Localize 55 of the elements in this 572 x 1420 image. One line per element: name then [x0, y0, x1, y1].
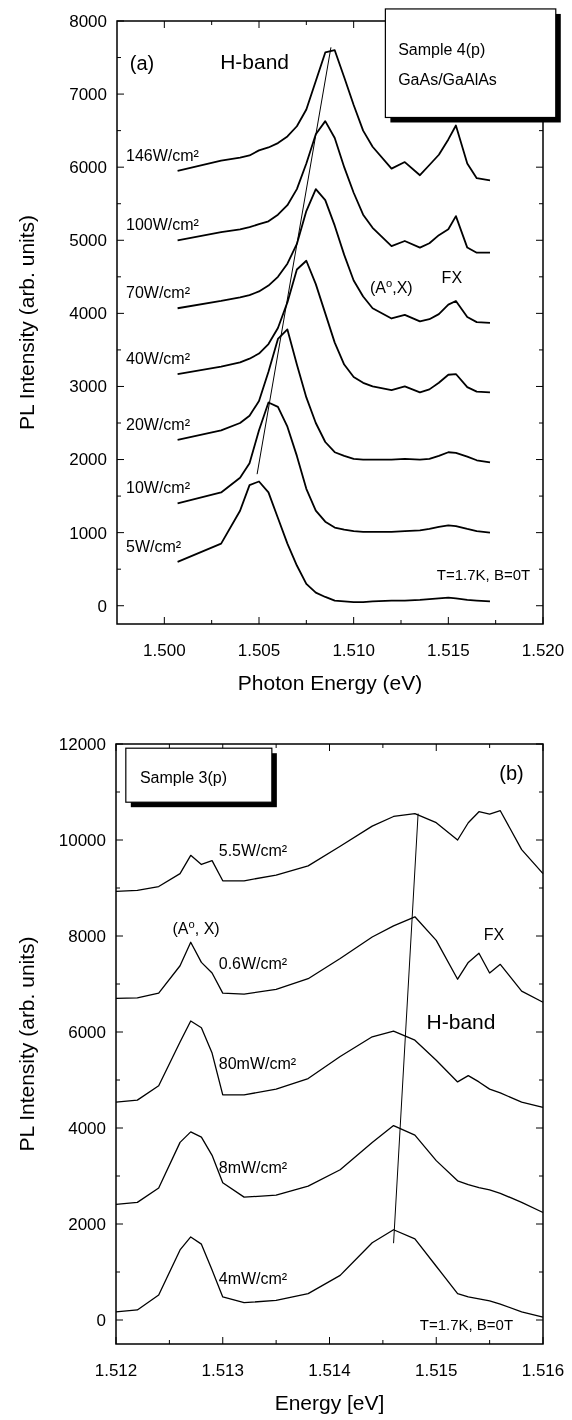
series-label: 0.6W/cm² [218, 954, 288, 972]
x-tick-label: 1.516 [521, 1361, 565, 1380]
x-tick-label: 1.510 [332, 641, 375, 660]
annotation: T=1.7K, B=0T [436, 565, 531, 583]
annotation: FX [483, 926, 505, 944]
series-label: 5W/cm² [126, 537, 182, 555]
y-tick-label: 4000 [68, 1118, 106, 1138]
y-tick-label: 1000 [69, 523, 107, 543]
annotation: Sample 4(p) [398, 40, 486, 58]
y-axis-title: PL Intensity (arb. units) [15, 214, 38, 431]
series-label: 70W/cm² [126, 284, 191, 302]
annotation: (b) [499, 762, 524, 784]
series-label: 146W/cm² [126, 146, 200, 164]
y-tick-label: 12000 [58, 734, 106, 754]
y-tick-label: 4000 [69, 304, 107, 324]
y-tick-label: 2000 [68, 1214, 106, 1234]
series-label: 80mW/cm² [218, 1054, 297, 1072]
y-tick-label: 0 [97, 596, 107, 616]
annotation: (A$^{o}$, X) [172, 918, 220, 938]
y-tick-label: 8000 [68, 926, 106, 946]
series-label: 8mW/cm² [218, 1158, 288, 1176]
annotation: H-band [426, 1010, 496, 1033]
x-tick-label: 1.513 [201, 1361, 245, 1380]
annotation: GaAs/GaAlAs [398, 70, 497, 88]
annotation: T=1.7K, B=0T [419, 1316, 514, 1334]
x-tick-label: 1.514 [308, 1361, 351, 1380]
y-tick-label: 3000 [69, 377, 107, 397]
series-label: 5.5W/cm² [218, 841, 288, 859]
y-tick-label: 2000 [69, 450, 107, 470]
y-tick-label: 0 [96, 1310, 106, 1330]
x-tick-label: 1.500 [143, 641, 186, 660]
series-label: 10W/cm² [126, 479, 191, 497]
y-axis-title: PL Intensity (arb. units) [15, 936, 38, 1152]
annotation: (A$^{o}$,X) [370, 276, 413, 296]
x-axis-title: Energy [eV] [274, 1391, 385, 1414]
annotation: Sample 3(p) [139, 769, 228, 786]
x-tick-label: 1.515 [427, 641, 470, 660]
series-label: 20W/cm² [126, 415, 191, 433]
series-label: 4mW/cm² [218, 1269, 288, 1287]
series-label: 100W/cm² [126, 216, 200, 234]
y-tick-label: 8000 [69, 11, 107, 31]
y-tick-label: 10000 [58, 830, 106, 850]
y-tick-label: 5000 [69, 231, 107, 251]
y-tick-label: 6000 [68, 1022, 106, 1042]
series-label: 40W/cm² [126, 350, 191, 368]
y-tick-label: 7000 [69, 85, 107, 105]
x-tick-label: 1.515 [414, 1361, 458, 1380]
x-tick-label: 1.512 [94, 1361, 138, 1380]
x-tick-label: 1.520 [521, 641, 565, 660]
x-tick-label: 1.505 [237, 641, 281, 660]
annotation: FX [441, 268, 463, 286]
annotation: H-band [220, 50, 290, 74]
annotation: (a) [129, 51, 155, 74]
x-axis-title: Photon Energy (eV) [237, 671, 423, 694]
y-tick-label: 6000 [69, 158, 107, 178]
